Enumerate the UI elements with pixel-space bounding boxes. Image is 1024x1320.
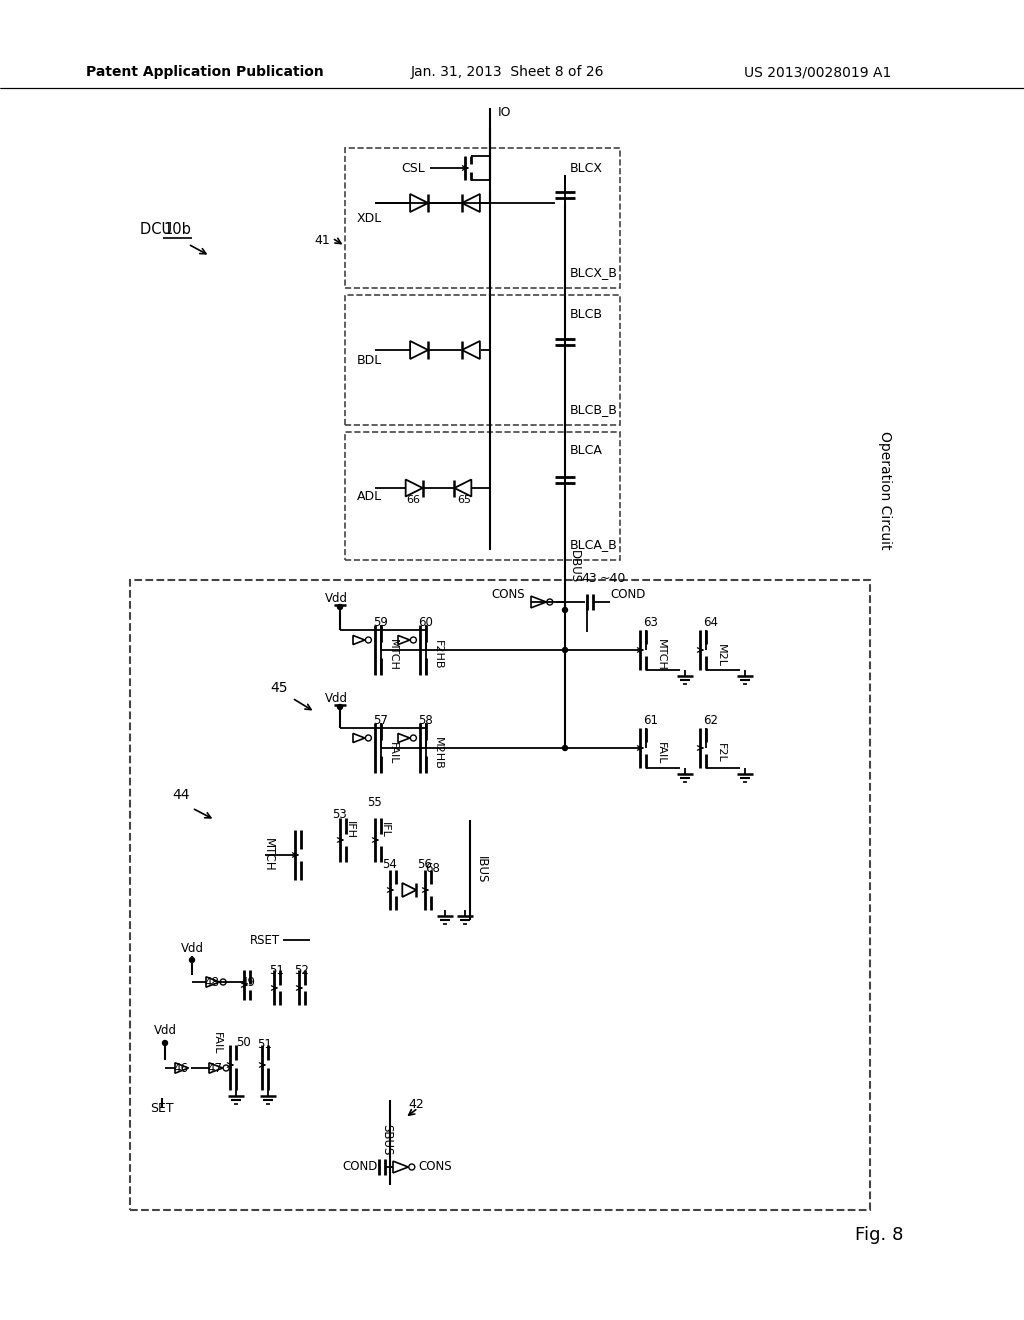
Text: 46: 46 [173,1061,188,1074]
Text: Patent Application Publication: Patent Application Publication [86,65,324,79]
Text: 47: 47 [207,1061,222,1074]
Text: Operation Circuit: Operation Circuit [878,430,892,549]
Text: M2HB: M2HB [433,737,443,770]
Text: DBUS: DBUS [568,550,581,583]
Text: Vdd: Vdd [180,941,204,954]
Text: COND: COND [343,1160,378,1173]
Text: 61: 61 [643,714,658,726]
Text: BLCX: BLCX [570,161,603,174]
Text: MTCH: MTCH [262,838,275,871]
Text: F2HB: F2HB [433,640,443,669]
Text: 54: 54 [382,858,397,871]
Circle shape [562,648,567,652]
Text: BLCX_B: BLCX_B [570,267,617,280]
Bar [345,148,620,288]
Text: 59: 59 [373,615,388,628]
Circle shape [338,605,342,610]
Text: FAIL: FAIL [212,1032,222,1055]
Text: CONS: CONS [492,589,525,602]
Text: 41: 41 [314,234,330,247]
Text: IFH: IFH [345,821,355,840]
Text: 66: 66 [406,495,420,506]
Text: US 2013/0028019 A1: US 2013/0028019 A1 [744,65,892,79]
Text: BLCA_B: BLCA_B [570,539,617,552]
Text: MTCH: MTCH [656,639,666,671]
Text: IO: IO [498,106,512,119]
Text: FAIL: FAIL [656,742,666,764]
Text: COND: COND [610,589,645,602]
Text: 44: 44 [172,788,189,803]
Text: BLCB_B: BLCB_B [570,404,617,417]
Text: 57: 57 [373,714,388,726]
Circle shape [189,957,195,962]
Bar [130,579,870,1210]
Text: BLCB: BLCB [570,309,603,322]
Text: DCU: DCU [140,223,177,238]
Circle shape [338,705,342,710]
Text: SET: SET [151,1101,174,1114]
Text: 62: 62 [703,714,718,726]
Text: 58: 58 [418,714,433,726]
Text: 64: 64 [703,615,718,628]
Text: 49: 49 [240,975,255,989]
Text: F2L: F2L [716,743,726,763]
Text: CONS: CONS [418,1160,452,1173]
Bar [345,432,620,560]
Text: 50: 50 [236,1036,251,1049]
Text: XDL: XDL [357,211,382,224]
Text: BLCA: BLCA [570,444,603,457]
Text: ADL: ADL [357,490,382,503]
Text: 42: 42 [408,1098,424,1111]
Text: 63: 63 [643,615,657,628]
Text: Fig. 8: Fig. 8 [855,1226,903,1243]
Text: M2L: M2L [716,644,726,667]
Text: 56: 56 [417,858,432,871]
Text: ~40: ~40 [600,572,627,585]
Text: 51: 51 [257,1039,272,1052]
Text: Vdd: Vdd [325,692,348,705]
Circle shape [163,1040,168,1045]
Text: 52: 52 [294,964,309,977]
Text: 43: 43 [581,572,597,585]
Text: IBUS: IBUS [475,857,488,883]
Text: Vdd: Vdd [325,591,348,605]
Text: 10b: 10b [163,223,190,238]
Text: MTCH: MTCH [388,639,398,671]
Text: CSL: CSL [401,161,425,174]
Text: 65: 65 [457,495,471,506]
Text: FAIL: FAIL [388,742,398,764]
Text: SBUS: SBUS [381,1125,393,1156]
Bar [345,294,620,425]
Text: 45: 45 [270,681,288,696]
Text: 55: 55 [367,796,382,808]
Text: RSET: RSET [250,933,280,946]
Text: 53: 53 [332,808,347,821]
Text: IFL: IFL [380,822,390,838]
Text: Jan. 31, 2013  Sheet 8 of 26: Jan. 31, 2013 Sheet 8 of 26 [411,65,604,79]
Text: 68: 68 [425,862,440,874]
Circle shape [562,607,567,612]
Text: 48: 48 [204,975,219,989]
Text: 51: 51 [269,964,284,977]
Text: Vdd: Vdd [154,1023,176,1036]
Circle shape [562,746,567,751]
Text: 60: 60 [418,615,433,628]
Text: BDL: BDL [357,354,382,367]
